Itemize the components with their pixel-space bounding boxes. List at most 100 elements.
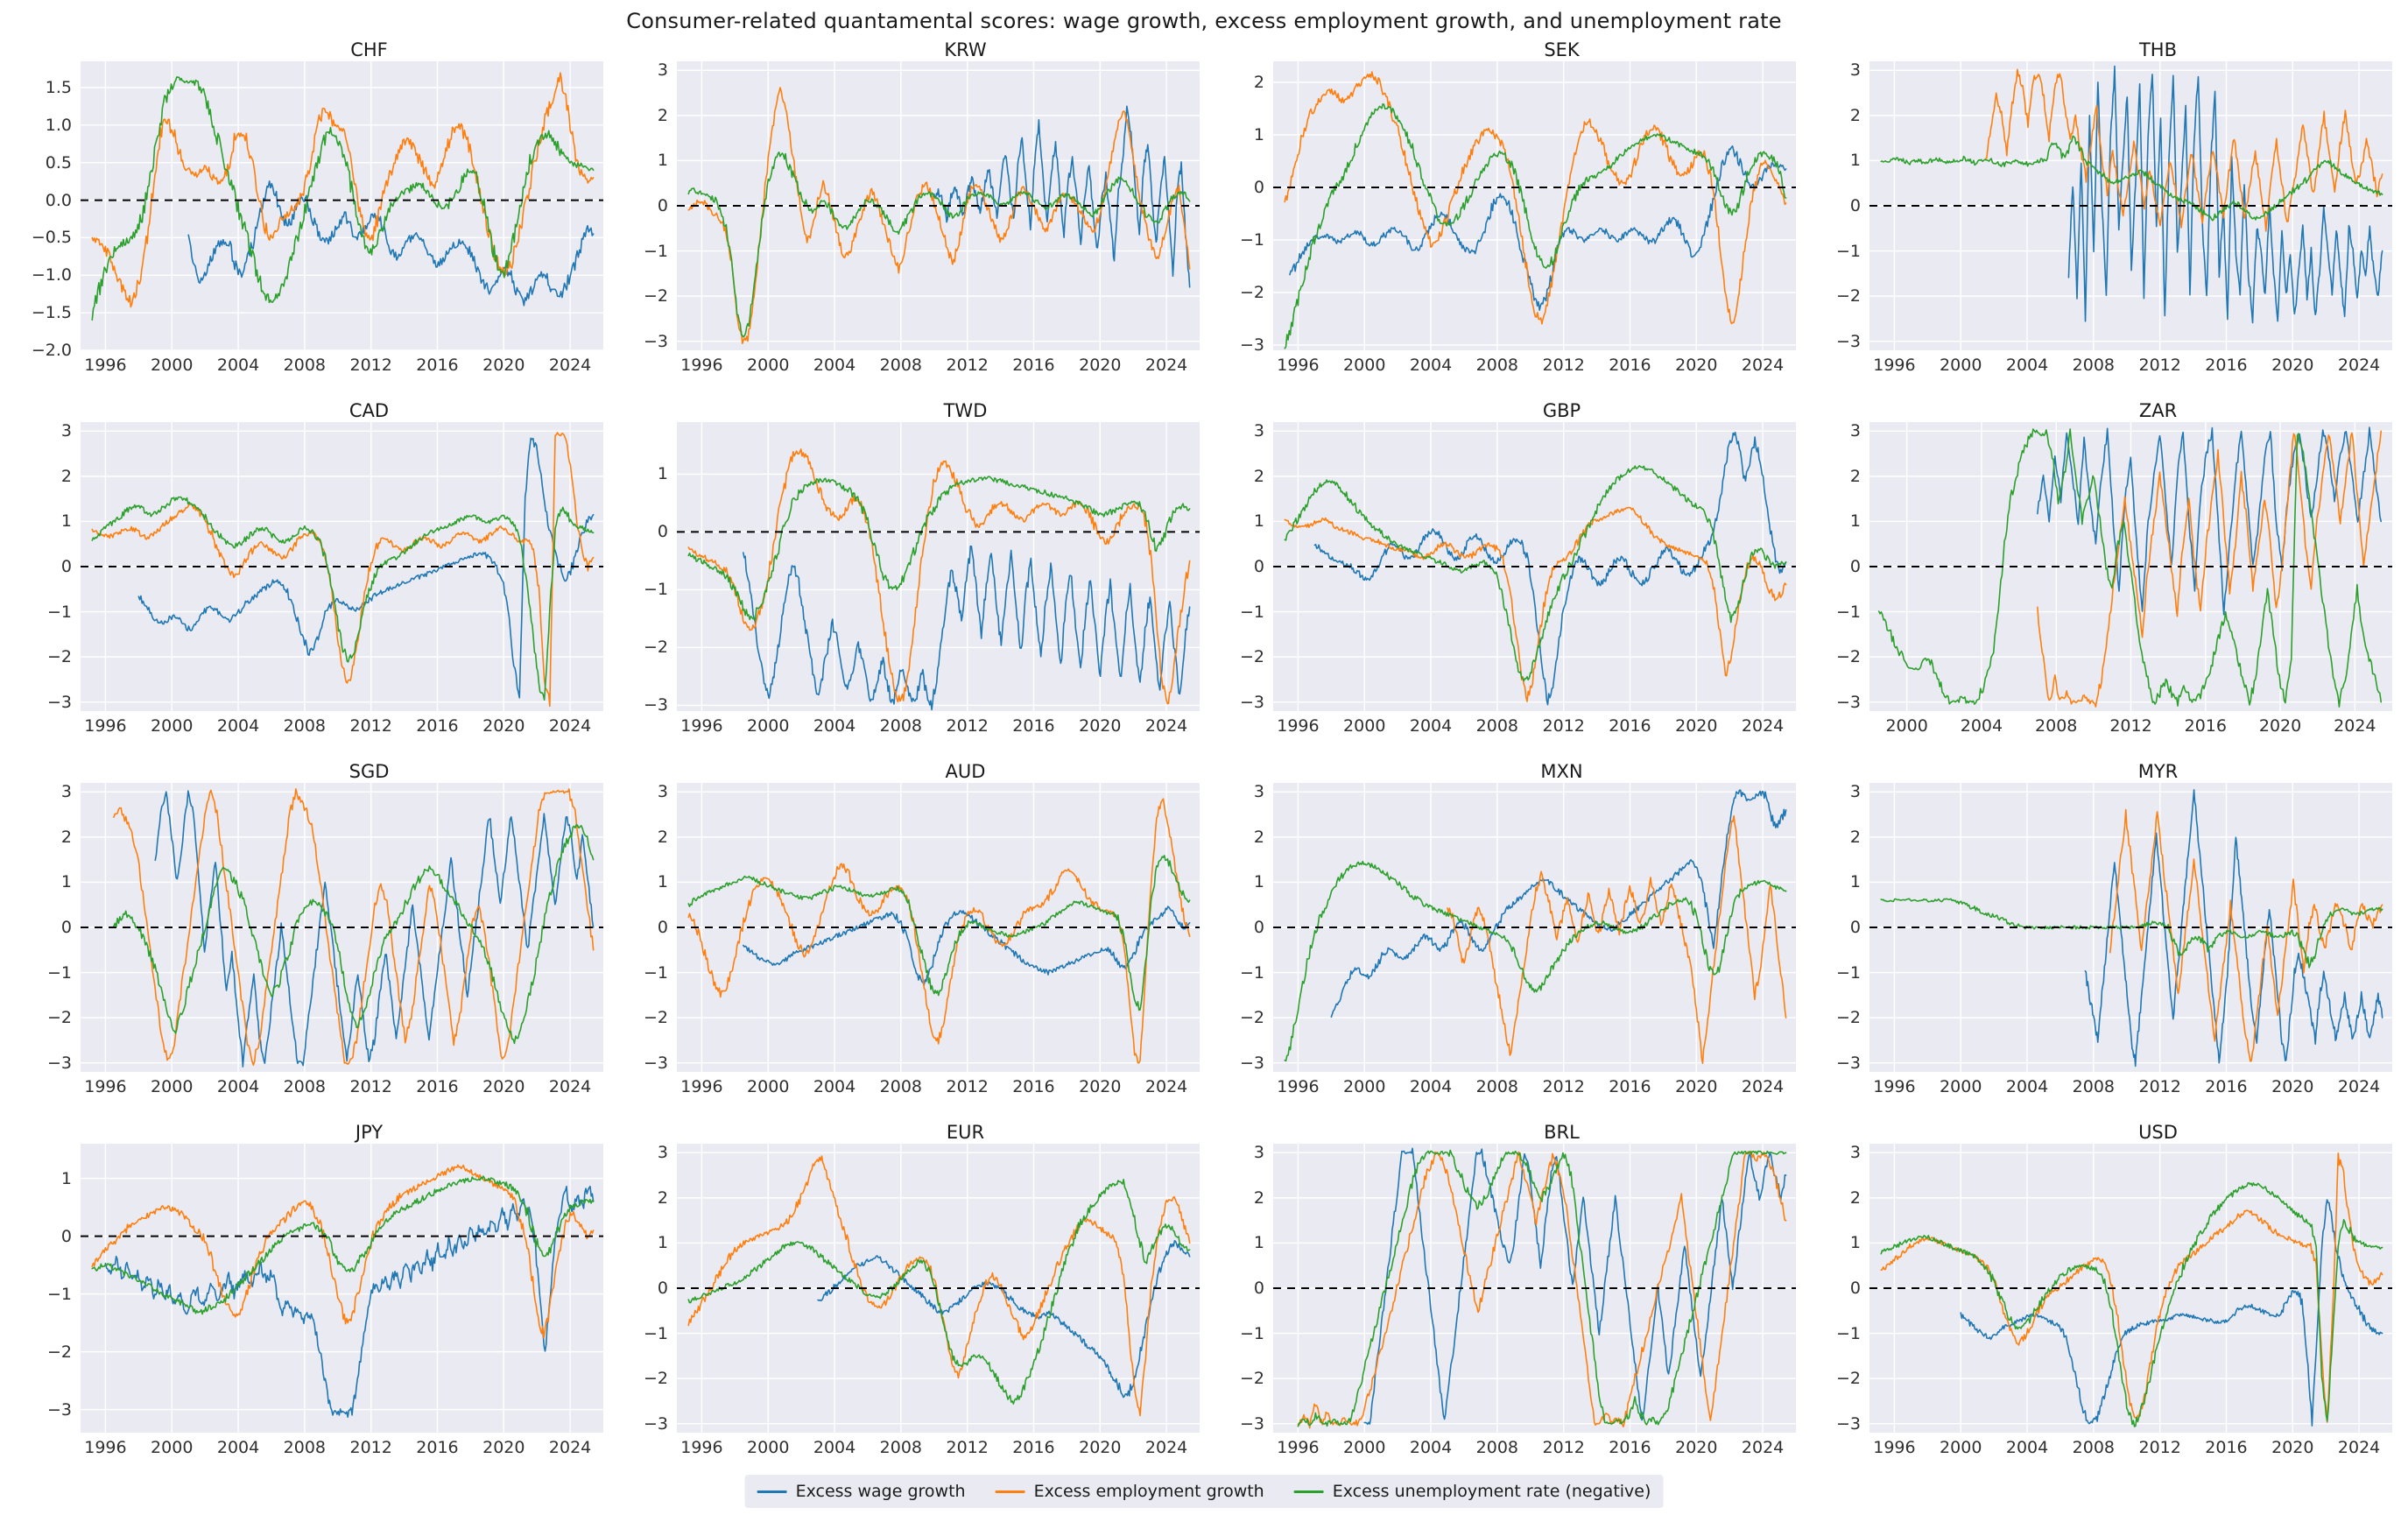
- y-tick-label: −1: [46, 962, 72, 983]
- y-tick-label: −3: [46, 1399, 72, 1420]
- legend-label: Excess wage growth: [795, 1482, 966, 1501]
- x-tick-label: 2024: [1144, 1438, 1188, 1457]
- y-tick-label: −2: [46, 647, 72, 667]
- x-tick-label: 2008: [2035, 716, 2078, 736]
- chart-panel: THB −3 −2 −1 0 1 2 3 1996 2000 2004 2008 2012 2016 202…: [1815, 39, 2392, 382]
- y-tick-label: −3: [1835, 331, 1861, 351]
- plot-area: [1869, 422, 2392, 711]
- y-axis: −3 −2 −1 0 1 2 3: [623, 60, 668, 350]
- series-line: [1284, 465, 1787, 682]
- x-tick-label: 2004: [813, 356, 856, 375]
- y-tick-label: 2: [1849, 466, 1861, 486]
- y-tick-label: −2: [1239, 1008, 1264, 1028]
- panel-title: AUD: [945, 761, 986, 782]
- y-tick-label: 0: [1253, 557, 1264, 576]
- y-tick-label: −1: [643, 580, 668, 600]
- x-axis: 1996 2000 2004 2008 2012 2016 2020 2024: [1273, 1438, 1796, 1464]
- x-tick-label: 2004: [1409, 1077, 1453, 1096]
- y-axis: −3 −2 −1 0 1 2 3: [1219, 1143, 1264, 1433]
- y-tick-label: 2: [657, 105, 668, 125]
- y-tick-label: 3: [1849, 421, 1861, 441]
- x-tick-label: 2012: [1542, 1438, 1585, 1457]
- plot-background: [81, 61, 603, 350]
- x-tick-label: 2000: [1940, 1077, 1982, 1096]
- y-tick-label: 2: [1849, 1187, 1861, 1208]
- chart-panel: SGD −3 −2 −1 0 1 2 3 1996 2000 2004 2008 2012 2016 202…: [26, 760, 603, 1103]
- x-tick-label: 2000: [1885, 716, 1928, 736]
- y-tick-label: 2: [1253, 73, 1264, 92]
- x-tick-label: 2004: [1409, 716, 1453, 736]
- y-tick-label: −1: [1835, 241, 1861, 261]
- x-tick-label: 2020: [1079, 716, 1122, 736]
- y-tick-label: −3: [1835, 692, 1861, 712]
- y-axis: −2.0 −1.5 −1.0 −0.5 0.0 0.5 1.0 1.5: [26, 61, 72, 360]
- panel-title: ZAR: [2138, 400, 2178, 421]
- y-tick-label: 3: [1849, 1143, 1861, 1163]
- y-tick-label: −1: [46, 602, 72, 622]
- x-tick-label: 2012: [946, 1438, 989, 1457]
- x-tick-label: 2016: [1012, 1438, 1055, 1457]
- x-tick-label: 2004: [1409, 356, 1453, 375]
- legend-item[interactable]: Excess wage growth: [757, 1482, 966, 1501]
- x-axis: 1996 2000 2004 2008 2012 2016 2020 2024: [677, 356, 1200, 382]
- x-tick-label: 2000: [1343, 1438, 1386, 1457]
- x-tick-label: 2004: [216, 716, 260, 736]
- x-axis: 1996 2000 2004 2008 2012 2016 2020 2024: [1869, 1438, 2392, 1464]
- x-tick-label: 2012: [349, 356, 392, 375]
- series-line: [2037, 430, 2383, 708]
- y-tick-label: −3: [643, 1053, 668, 1073]
- y-tick-label: 1: [657, 151, 668, 171]
- y-tick-label: −3: [1835, 1413, 1861, 1434]
- x-axis: 2000 2004 2008 2012 2016 2020 2024: [1869, 716, 2392, 743]
- x-tick-label: 2000: [151, 1077, 194, 1096]
- panel-title: TWD: [943, 400, 988, 421]
- x-tick-label: 2000: [747, 716, 790, 736]
- panel-title: BRL: [1544, 1122, 1580, 1143]
- y-tick-label: 3: [1849, 60, 1861, 81]
- series-line: [687, 448, 1191, 705]
- series-line: [91, 496, 595, 701]
- x-tick-label: 2004: [813, 1438, 856, 1457]
- y-tick-label: −1: [46, 1284, 72, 1304]
- y-tick-label: 0: [1849, 196, 1861, 215]
- x-tick-label: 2004: [2005, 1077, 2049, 1096]
- series-line: [687, 476, 1191, 621]
- x-tick-label: 2012: [1542, 1077, 1585, 1096]
- chart-panel: ZAR −3 −2 −1 0 1 2 3 2000 2004 2008 2012 2016 2020 202…: [1815, 399, 2392, 743]
- y-tick-label: −1: [1239, 1323, 1264, 1343]
- x-tick-label: 2016: [2205, 356, 2248, 375]
- y-axis: −3 −2 −1 0 1 2 3: [1815, 1143, 1861, 1434]
- x-axis: 1996 2000 2004 2008 2012 2016 2020 2024: [1273, 356, 1796, 382]
- series-line: [933, 105, 1191, 288]
- y-axis: −3 −2 −1 0 1 2: [1219, 61, 1264, 355]
- y-tick-label: −0.5: [31, 228, 72, 248]
- chart-panel: USD −3 −2 −1 0 1 2 3 1996 2000 2004 2008 2012 2016 202…: [1815, 1121, 2392, 1464]
- x-tick-label: 2016: [2205, 1438, 2248, 1457]
- legend-item[interactable]: Excess unemployment rate (negative): [1293, 1482, 1651, 1501]
- y-axis: −3 −2 −1 0 1 2 3: [1815, 782, 1861, 1072]
- legend-item[interactable]: Excess employment growth: [995, 1482, 1264, 1501]
- y-tick-label: 0: [657, 1279, 668, 1298]
- x-tick-label: 2016: [1012, 356, 1055, 375]
- series-line: [687, 1179, 1191, 1405]
- series-line: [817, 1240, 1191, 1399]
- y-tick-label: −1.0: [31, 265, 72, 285]
- series-line: [1330, 789, 1787, 1018]
- x-tick-label: 2020: [1675, 1438, 1718, 1457]
- y-axis: −3 −2 −1 0 1 2 3: [1219, 421, 1264, 711]
- y-tick-label: −1: [643, 1323, 668, 1343]
- y-tick-label: 1: [1849, 511, 1861, 532]
- series-line: [1960, 1199, 2383, 1427]
- series-line: [91, 1175, 595, 1315]
- series-line: [687, 798, 1191, 1064]
- x-tick-label: 2020: [482, 356, 525, 375]
- x-tick-label: 2012: [349, 716, 392, 736]
- y-tick-label: 3: [657, 1143, 668, 1163]
- y-tick-label: 2: [1849, 827, 1861, 847]
- y-tick-label: 0: [60, 918, 72, 937]
- y-tick-label: −1: [1835, 602, 1861, 622]
- x-tick-label: 1996: [1277, 716, 1320, 736]
- series-line: [1297, 1149, 1787, 1427]
- x-tick-label: 2004: [1960, 716, 2003, 736]
